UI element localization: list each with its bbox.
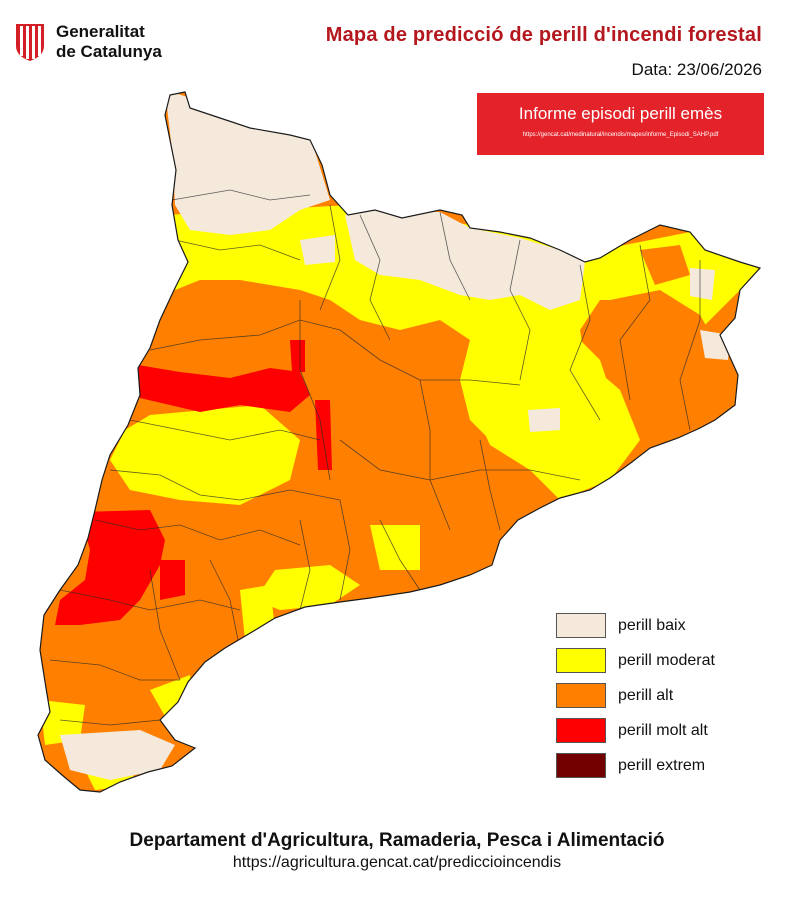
legend-swatch bbox=[556, 613, 606, 638]
page-title: Mapa de predicció de perill d'incendi fo… bbox=[325, 24, 762, 46]
generalitat-logo: Generalitat de Catalunya bbox=[14, 22, 184, 66]
legend-swatch bbox=[556, 683, 606, 708]
map-date: Data: 23/06/2026 bbox=[631, 60, 762, 79]
alert-url: https://gencat.cat/medinatural/incendis/… bbox=[522, 132, 719, 138]
legend-label: perill baix bbox=[618, 617, 686, 634]
footer-url: https://agricultura.gencat.cat/prediccio… bbox=[232, 854, 562, 871]
legend-swatch bbox=[556, 648, 606, 673]
catalan-seal-icon bbox=[16, 24, 44, 61]
legend-label: perill molt alt bbox=[618, 722, 708, 739]
legend-swatch bbox=[556, 718, 606, 743]
alert-report-button[interactable]: Informe episodi perill emès https://genc… bbox=[477, 93, 764, 155]
footer-department: Departament d'Agricultura, Ramaderia, Pe… bbox=[129, 830, 665, 851]
alert-title: Informe episodi perill emès bbox=[518, 104, 723, 123]
legend-label: perill extrem bbox=[618, 757, 706, 774]
logo-text: Generalitat de Catalunya bbox=[56, 22, 162, 62]
logo-line-2: de Catalunya bbox=[56, 42, 162, 61]
legend-label: perill moderat bbox=[618, 652, 715, 669]
legend-label: perill alt bbox=[618, 687, 674, 704]
legend-swatch bbox=[556, 753, 606, 778]
logo-line-1: Generalitat bbox=[56, 22, 145, 41]
